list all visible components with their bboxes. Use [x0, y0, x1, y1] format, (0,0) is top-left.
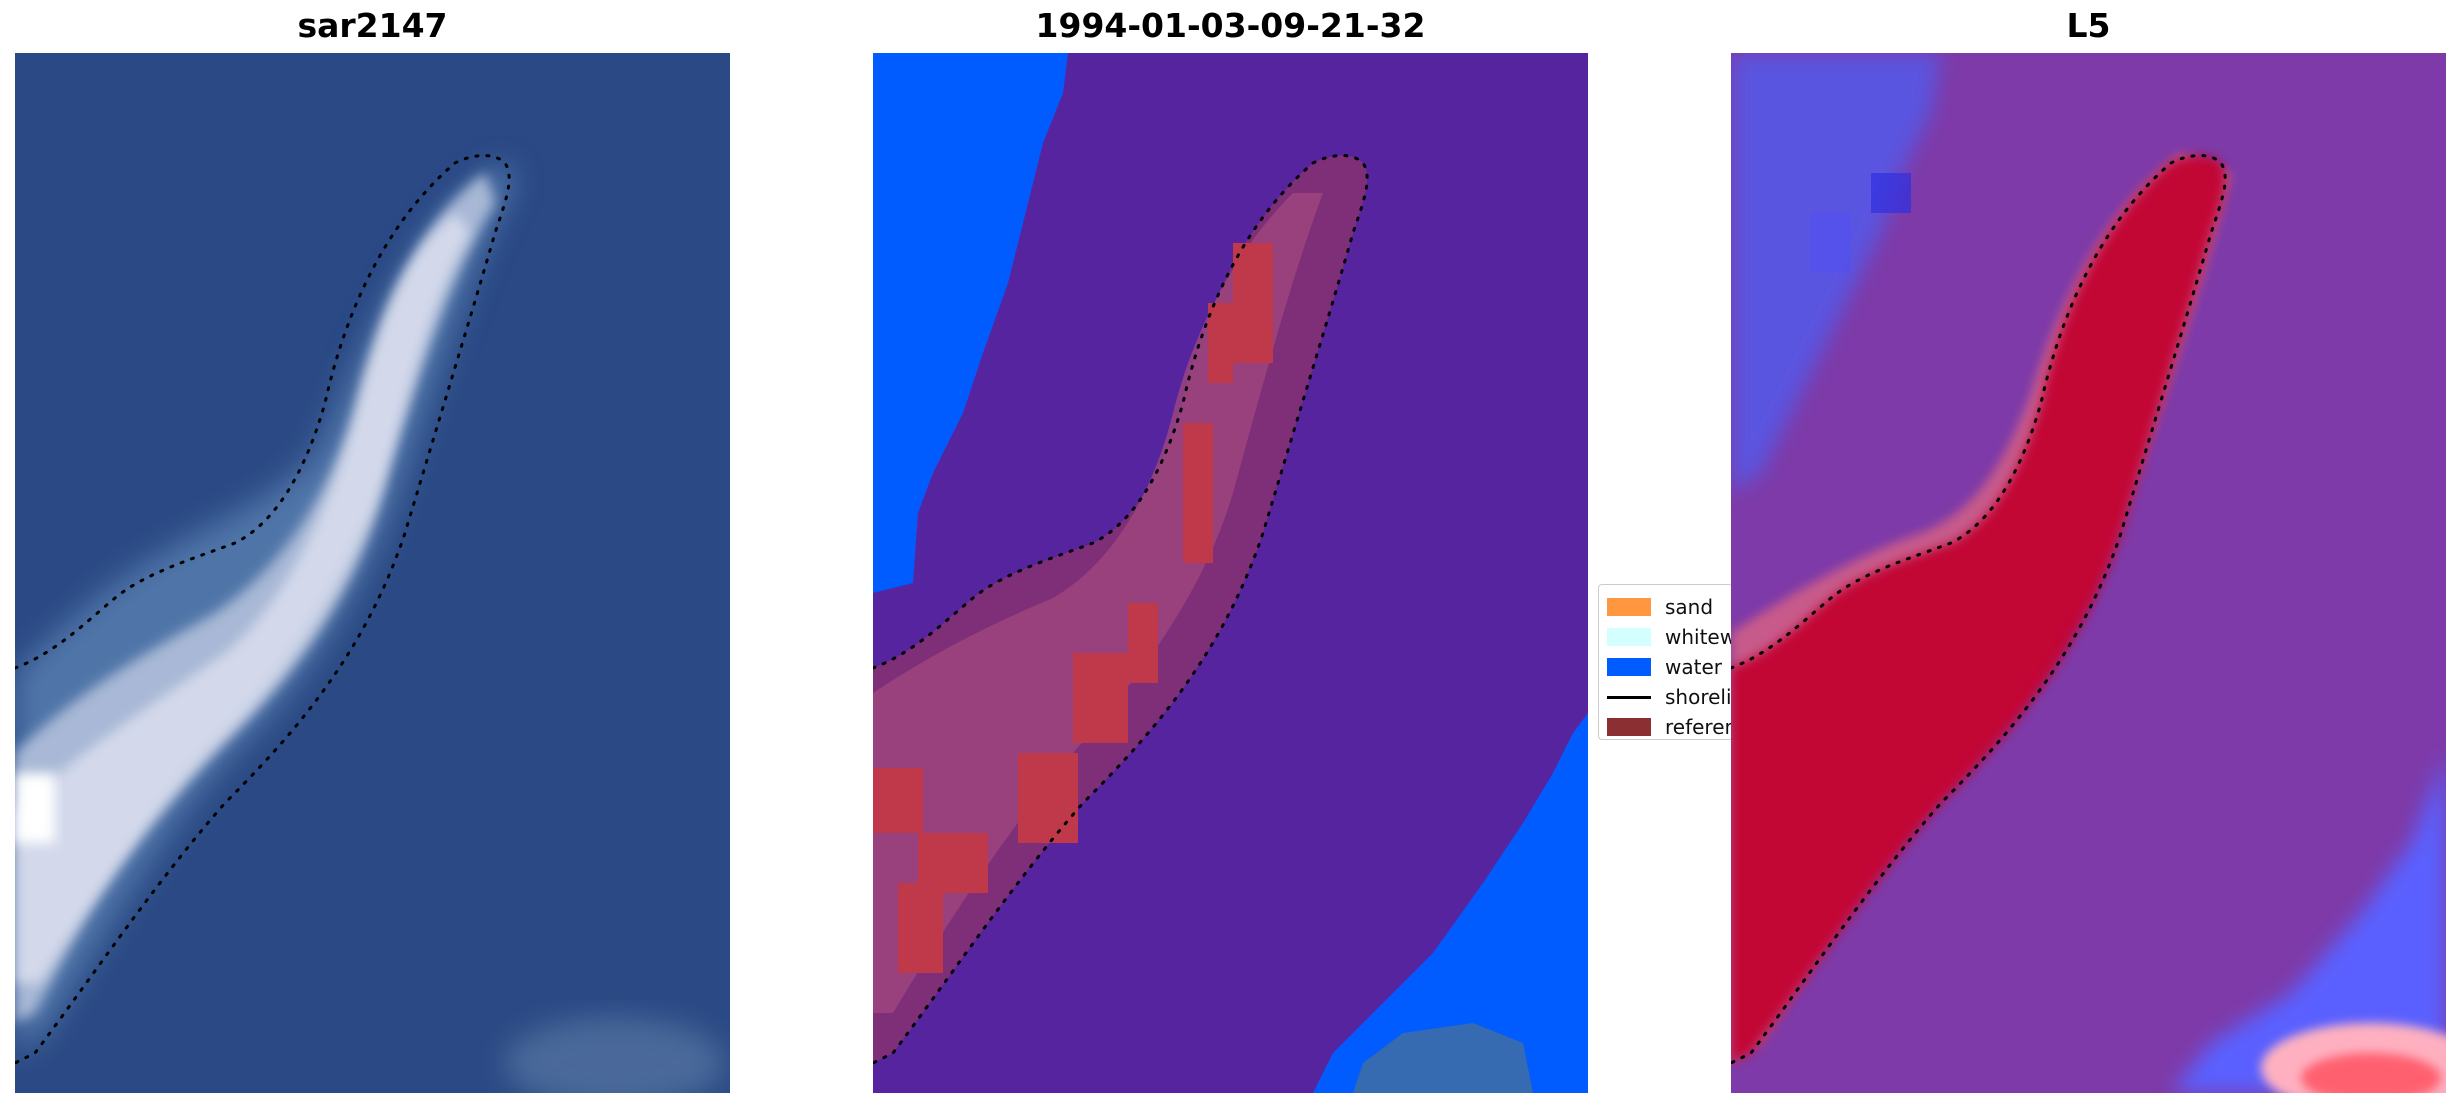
panel-title-index: L5	[2066, 6, 2111, 45]
legend-swatch	[1607, 598, 1651, 616]
legend-item-water: water	[1607, 653, 1722, 681]
satellite-image	[15, 53, 730, 1093]
classified-image	[873, 53, 1588, 1093]
legend-label: water	[1665, 655, 1722, 679]
legend-label: reference	[1665, 715, 1732, 739]
index-image-panel	[1731, 53, 2446, 1093]
legend-item-sand: sand	[1607, 593, 1713, 621]
panel-title-satellite: sar2147	[297, 6, 448, 45]
panel-title-classified: 1994-01-03-09-21-32	[1035, 6, 1426, 45]
classified-image-panel	[873, 53, 1588, 1093]
legend-swatch	[1607, 718, 1651, 736]
legend-line	[1607, 695, 1651, 699]
satellite-image-panel	[15, 53, 730, 1093]
legend-label: shoreline	[1665, 685, 1732, 709]
legend-item-shoreline: shoreline	[1607, 683, 1732, 711]
legend-swatch	[1607, 628, 1651, 646]
legend-item-reference: reference	[1607, 713, 1732, 739]
legend-label: sand	[1665, 595, 1714, 619]
index-image	[1731, 53, 2446, 1093]
legend-swatch	[1607, 658, 1651, 676]
